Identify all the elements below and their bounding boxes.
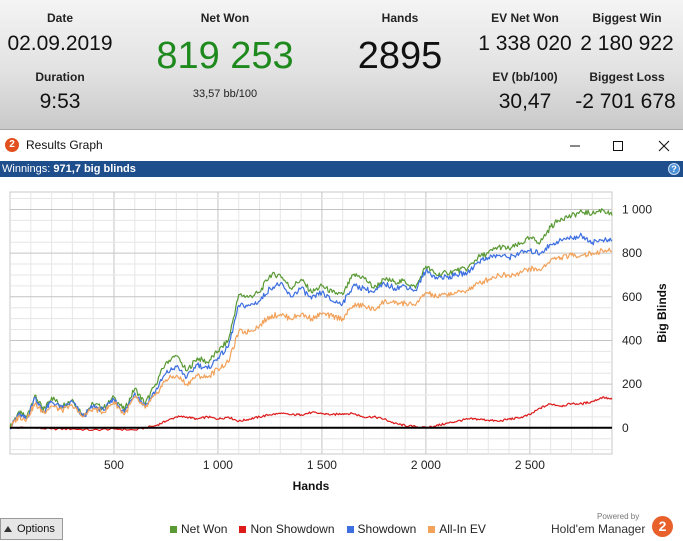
close-icon [658,140,670,152]
chart-legend: Net Won Non Showdown Showdown All-In EV [170,522,486,536]
y-tick-label: 0 [622,421,629,435]
series-line-showdown [9,232,613,430]
y-tick-label: 1 000 [622,202,652,216]
biggest-loss-label: Biggest Loss [589,70,665,84]
session-stats-panel: Date 02.09.2019 Duration 9:53 Net Won 81… [0,0,683,130]
y-tick-label: 200 [622,377,642,391]
legend-label: All-In EV [439,522,486,536]
duration-label: Duration [35,70,85,84]
y-tick-label: 400 [622,333,642,347]
winnings-bar: Winnings: 971,7 big blinds ? [0,161,683,177]
winnings-label: Winnings: [2,163,51,175]
legend-item-showdown[interactable]: Showdown [346,522,417,536]
x-tick-label: 2 500 [515,458,545,472]
date-value: 02.09.2019 [7,32,113,55]
minimize-icon [570,145,580,147]
plot-area [9,191,613,455]
window-title: Results Graph [26,138,103,152]
hem-logo-icon: 2 [652,516,673,537]
maximize-icon [613,141,623,151]
x-tick-label: 1 000 [203,458,233,472]
y-tick-label: 600 [622,290,642,304]
y-tick-label: 800 [622,246,642,260]
hands-label: Hands [381,11,419,25]
window-titlebar[interactable]: 2 Results Graph [0,131,683,160]
net-won-label: Net Won [200,11,250,25]
ev-net-won-label: EV Net Won [491,11,559,25]
x-tick-label: 1 500 [307,458,337,472]
net-won-value: 819 253 [156,35,294,77]
legend-swatch [428,525,436,533]
legend-swatch [170,525,177,533]
legend-label: Showdown [357,522,417,536]
series-line-all-in-ev [9,247,613,429]
y-axis-title: Big Blinds [655,283,669,343]
series-line-net-won [9,208,613,428]
biggest-loss-value: -2 701 678 [575,90,676,113]
hands-value: 2895 [357,35,443,77]
x-tick-label: 500 [104,458,124,472]
results-graph: 500 1 000 1 500 2 000 2 500 0 200 400 600 800 1 00… [0,178,683,516]
series-line-non-showdown [9,396,613,432]
net-won-bb100: 33,57 bb/100 [192,88,258,100]
minimize-button[interactable] [560,135,590,157]
legend-swatch [239,525,247,533]
ev-bb100-value: 30,47 [498,90,552,113]
legend-item-all-in-ev[interactable]: All-In EV [428,522,486,536]
biggest-win-value: 2 180 922 [580,32,674,55]
legend-item-net-won[interactable]: Net Won [170,522,227,536]
powered-by-text: Powered by [597,512,640,521]
legend-label: Non Showdown [250,522,335,536]
legend-item-non-showdown[interactable]: Non Showdown [239,522,335,536]
date-label: Date [46,11,73,25]
options-label: Options [17,523,55,535]
triangle-up-icon [4,526,12,532]
ev-net-won-value: 1 338 020 [478,32,572,55]
ev-bb100-label: EV (bb/100) [492,70,558,84]
bottom-bar: Options Net Won Non Showdown Showdown All-I… [0,512,683,541]
legend-label: Net Won [181,522,228,536]
help-button[interactable]: ? [668,163,680,175]
brand-name: Hold'em Manager [551,522,646,536]
options-button[interactable]: Options [0,518,63,540]
maximize-button[interactable] [603,135,633,157]
x-tick-label: 2 000 [411,458,441,472]
duration-value: 9:53 [39,90,81,113]
biggest-win-label: Biggest Win [592,11,662,25]
legend-swatch [346,525,354,533]
winnings-value: 971,7 big blinds [53,163,136,175]
hem-app-icon: 2 [5,138,19,152]
x-axis-title: Hands [293,479,330,493]
results-chart: 500 1 000 1 500 2 000 2 500 0 200 400 600 800 1 00… [9,191,669,493]
close-button[interactable] [649,135,679,157]
